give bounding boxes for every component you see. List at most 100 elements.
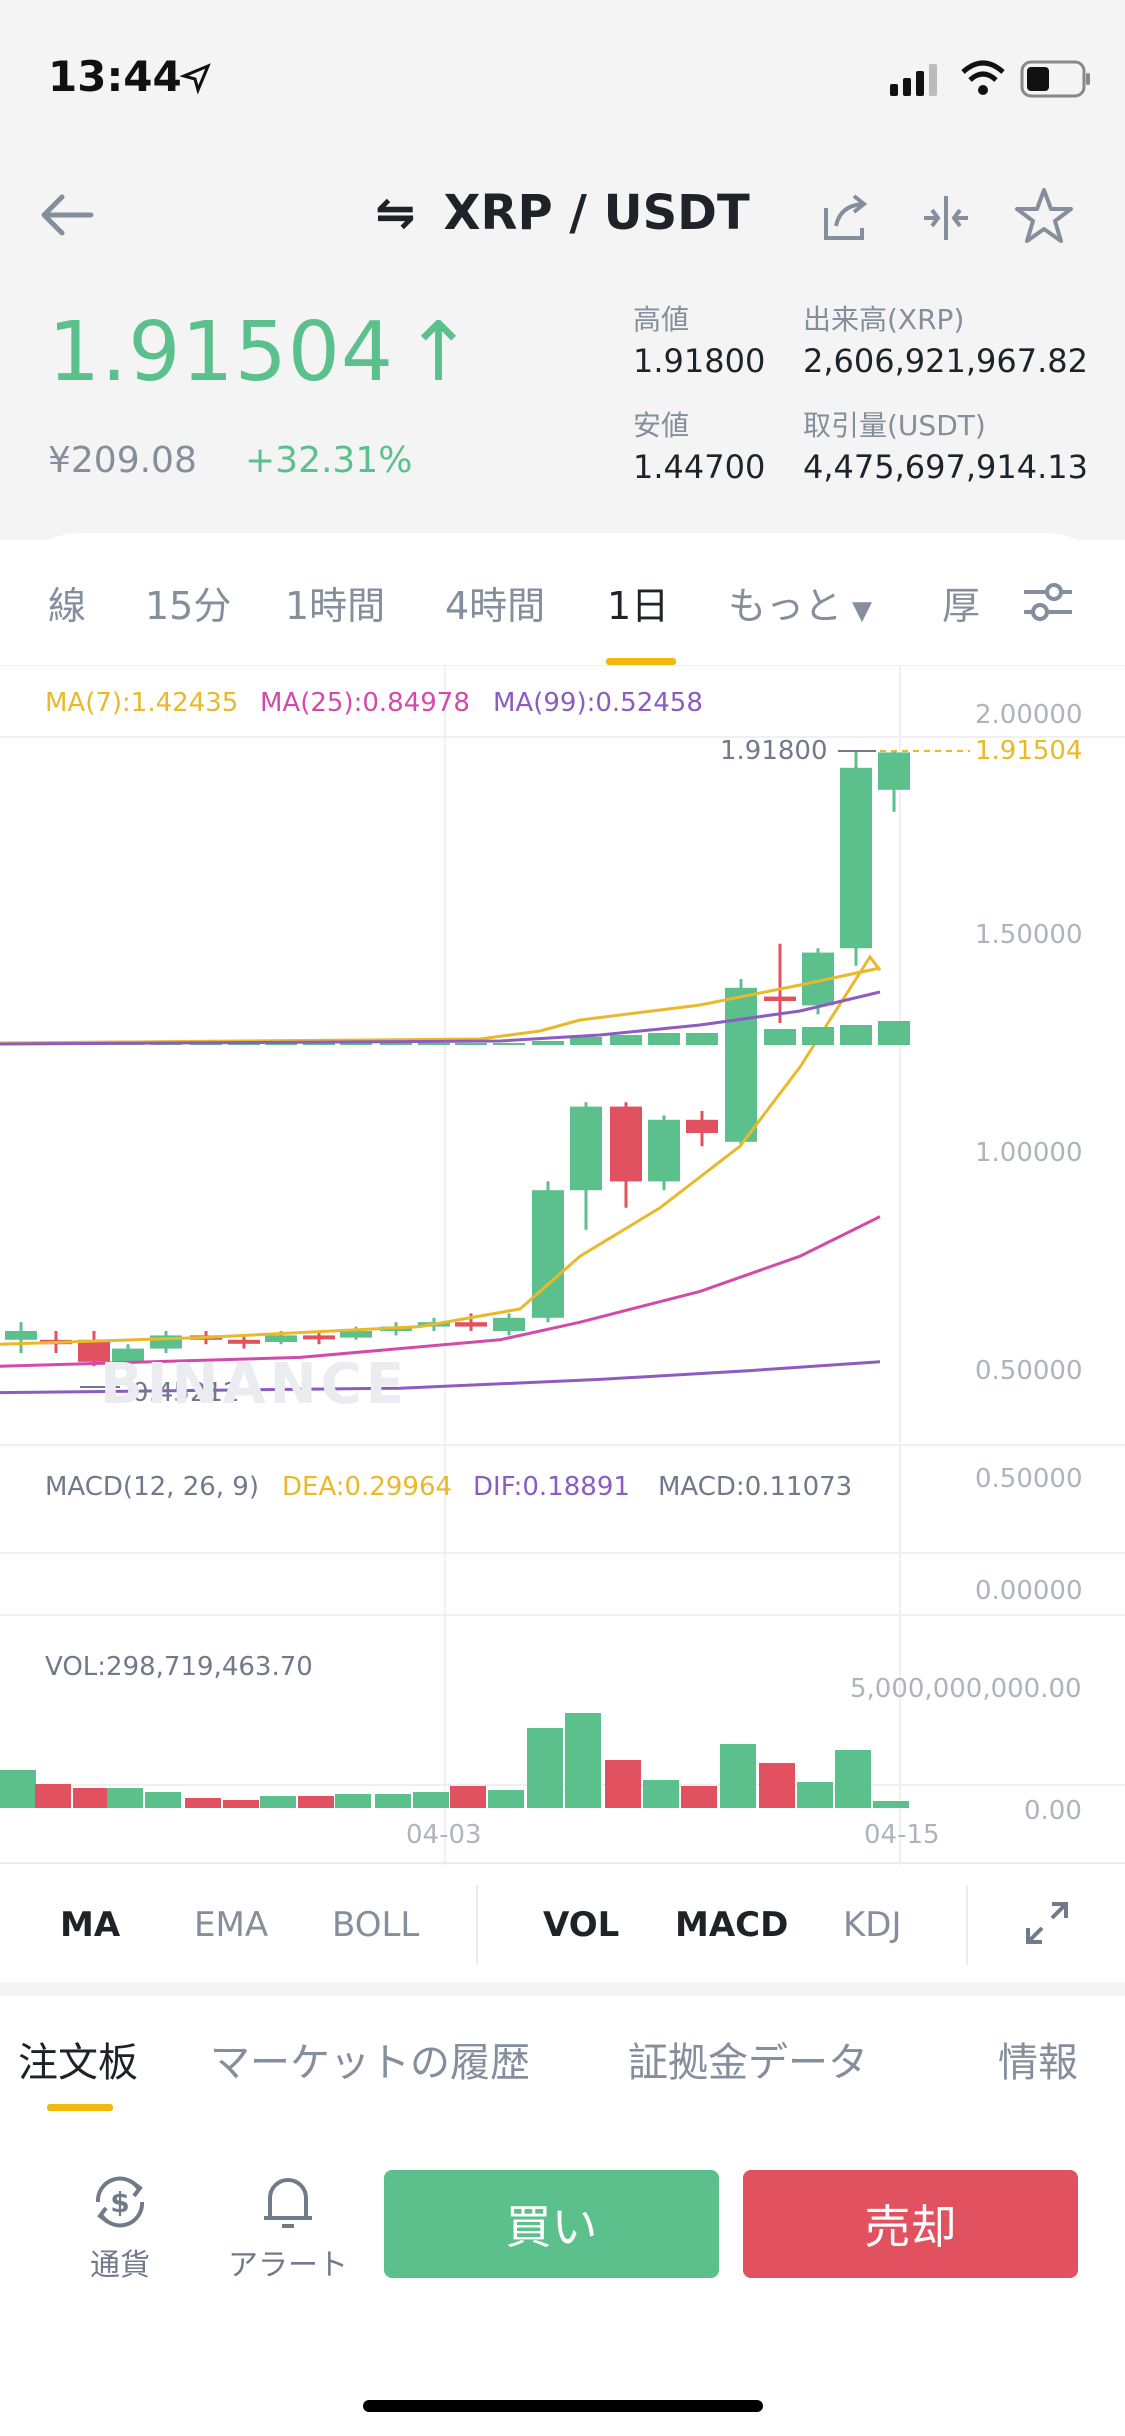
favorite-star-icon[interactable]: [1013, 186, 1075, 246]
indicator-ma-button[interactable]: MA: [60, 1905, 121, 1945]
tab-1h[interactable]: 1時間: [285, 584, 386, 628]
sell-button[interactable]: 売却: [743, 2170, 1078, 2278]
candle: [840, 767, 872, 949]
indicator-vol-button[interactable]: VOL: [543, 1905, 620, 1945]
volume-bar: [0, 1770, 36, 1808]
volume-bar: [223, 1800, 259, 1808]
indicator-macd-button[interactable]: MACD: [675, 1905, 789, 1945]
tab-more[interactable]: もっと ▼: [728, 584, 873, 628]
volume-bar: [35, 1784, 71, 1808]
tab-4h[interactable]: 4時間: [445, 584, 546, 628]
candlestick-chart[interactable]: [0, 665, 1125, 1865]
battery-icon: [1020, 60, 1090, 98]
tab-margin-data[interactable]: 証拠金データ: [628, 2040, 868, 2086]
indicator-kdj-button[interactable]: KDJ: [843, 1905, 902, 1945]
dif-label: DIF:0.18891: [473, 1472, 630, 1502]
tab-15m[interactable]: 15分: [145, 584, 232, 628]
dea-line: [0, 966, 881, 1045]
macd-title: MACD(12, 26, 9): [45, 1472, 259, 1502]
candle: [5, 1331, 37, 1340]
low-value: 1.44700: [633, 448, 766, 486]
macd-bar: [570, 1037, 602, 1045]
pair-name: XRP / USDT: [443, 185, 750, 241]
tab-market-history[interactable]: マーケットの履歴: [210, 2040, 530, 2086]
current-price-tag: 1.91504: [975, 736, 1083, 766]
chart-settings-icon[interactable]: [1022, 580, 1074, 624]
vol-title: VOL:298,719,463.70: [45, 1652, 313, 1682]
dea-label: DEA:0.29964: [282, 1472, 453, 1502]
caret-down-icon: ▼: [852, 596, 873, 626]
macd-bar: [686, 1033, 718, 1045]
volume-bar: [260, 1796, 296, 1808]
volume-usdt-value: 4,475,697,914.13: [803, 448, 1088, 486]
macd-bar: [265, 1043, 297, 1045]
macd-axis-label: 0.00000: [975, 1576, 1083, 1606]
currency-exchange-icon: $: [95, 2176, 145, 2228]
alert-label: アラート: [228, 2248, 348, 2283]
share-icon[interactable]: [818, 190, 874, 246]
status-time: 13:44: [48, 52, 182, 101]
indicator-ema-button[interactable]: EMA: [194, 1905, 269, 1945]
volume-bar: [298, 1796, 334, 1808]
date-label: 04-15: [864, 1820, 940, 1850]
ma25-label: MA(25):0.84978: [260, 688, 470, 718]
macd-bar: [802, 1027, 834, 1045]
binance-watermark: BINANCE: [100, 1352, 408, 1417]
buy-button[interactable]: 買い: [384, 2170, 719, 2278]
macd-bar: [340, 1043, 372, 1045]
candle: [570, 1106, 602, 1191]
volume-xrp-label: 出来高(XRP): [803, 303, 965, 336]
fiat-price: ¥209.08: [48, 440, 197, 481]
volume-bar: [488, 1790, 524, 1808]
pair-title[interactable]: ⇋ XRP / USDT: [0, 185, 1125, 241]
section-separator: [0, 1982, 1125, 1996]
volume-bar: [375, 1794, 411, 1808]
volume-xrp-value: 2,606,921,967.82: [803, 342, 1088, 380]
candle: [725, 987, 757, 1142]
volume-bar: [873, 1801, 909, 1808]
macd-axis-label: 0.50000: [975, 1464, 1083, 1494]
tab-info[interactable]: 情報: [998, 2040, 1078, 2086]
candle: [455, 1322, 487, 1327]
volume-bar: [835, 1750, 871, 1808]
price-axis-label: 1.50000: [975, 920, 1083, 950]
tab-depth[interactable]: 厚: [942, 584, 981, 628]
macd-bar: [418, 1043, 450, 1045]
macd-bar: [648, 1033, 680, 1045]
svg-text:$: $: [110, 2186, 129, 2219]
macd-bar: [455, 1043, 487, 1045]
last-price: 1.91504 ↑: [48, 305, 474, 400]
candle: [228, 1339, 260, 1344]
alert-button[interactable]: [218, 2160, 358, 2310]
volume-bar: [145, 1792, 181, 1808]
indicator-boll-button[interactable]: BOLL: [332, 1905, 420, 1945]
currency-button[interactable]: $: [50, 2160, 190, 2310]
tab-line[interactable]: 線: [48, 584, 87, 628]
candle: [686, 1119, 718, 1133]
change-percent: +32.31%: [245, 440, 413, 481]
candle: [532, 1190, 564, 1318]
high-label: 高値: [633, 303, 690, 336]
ma99-label: MA(99):0.52458: [493, 688, 703, 718]
ma7-label: MA(7):1.42435: [45, 688, 239, 718]
price-up-arrow-icon: ↑: [404, 305, 474, 400]
wifi-icon: [961, 60, 1005, 95]
active-section-underline: [47, 2104, 113, 2111]
macd-bar: [878, 1021, 910, 1045]
macd-bar: [380, 1043, 412, 1045]
fullscreen-icon[interactable]: [1024, 1900, 1070, 1946]
compare-icon[interactable]: [918, 190, 974, 246]
tab-order-book[interactable]: 注文板: [18, 2040, 138, 2086]
volume-usdt-label: 取引量(USDT): [803, 409, 986, 442]
tab-1d[interactable]: 1日: [607, 584, 670, 628]
candle: [610, 1106, 642, 1182]
macd-bar: [493, 1043, 525, 1045]
back-arrow-icon[interactable]: [36, 190, 96, 240]
swap-pair-icon[interactable]: ⇋: [375, 185, 416, 241]
macd-value-label: MACD:0.11073: [658, 1472, 853, 1502]
macd-bar: [764, 1029, 796, 1045]
candle: [764, 996, 796, 1001]
macd-bar: [610, 1035, 642, 1045]
high-marker-label: 1.91800: [720, 736, 828, 766]
volume-bar: [759, 1763, 795, 1808]
